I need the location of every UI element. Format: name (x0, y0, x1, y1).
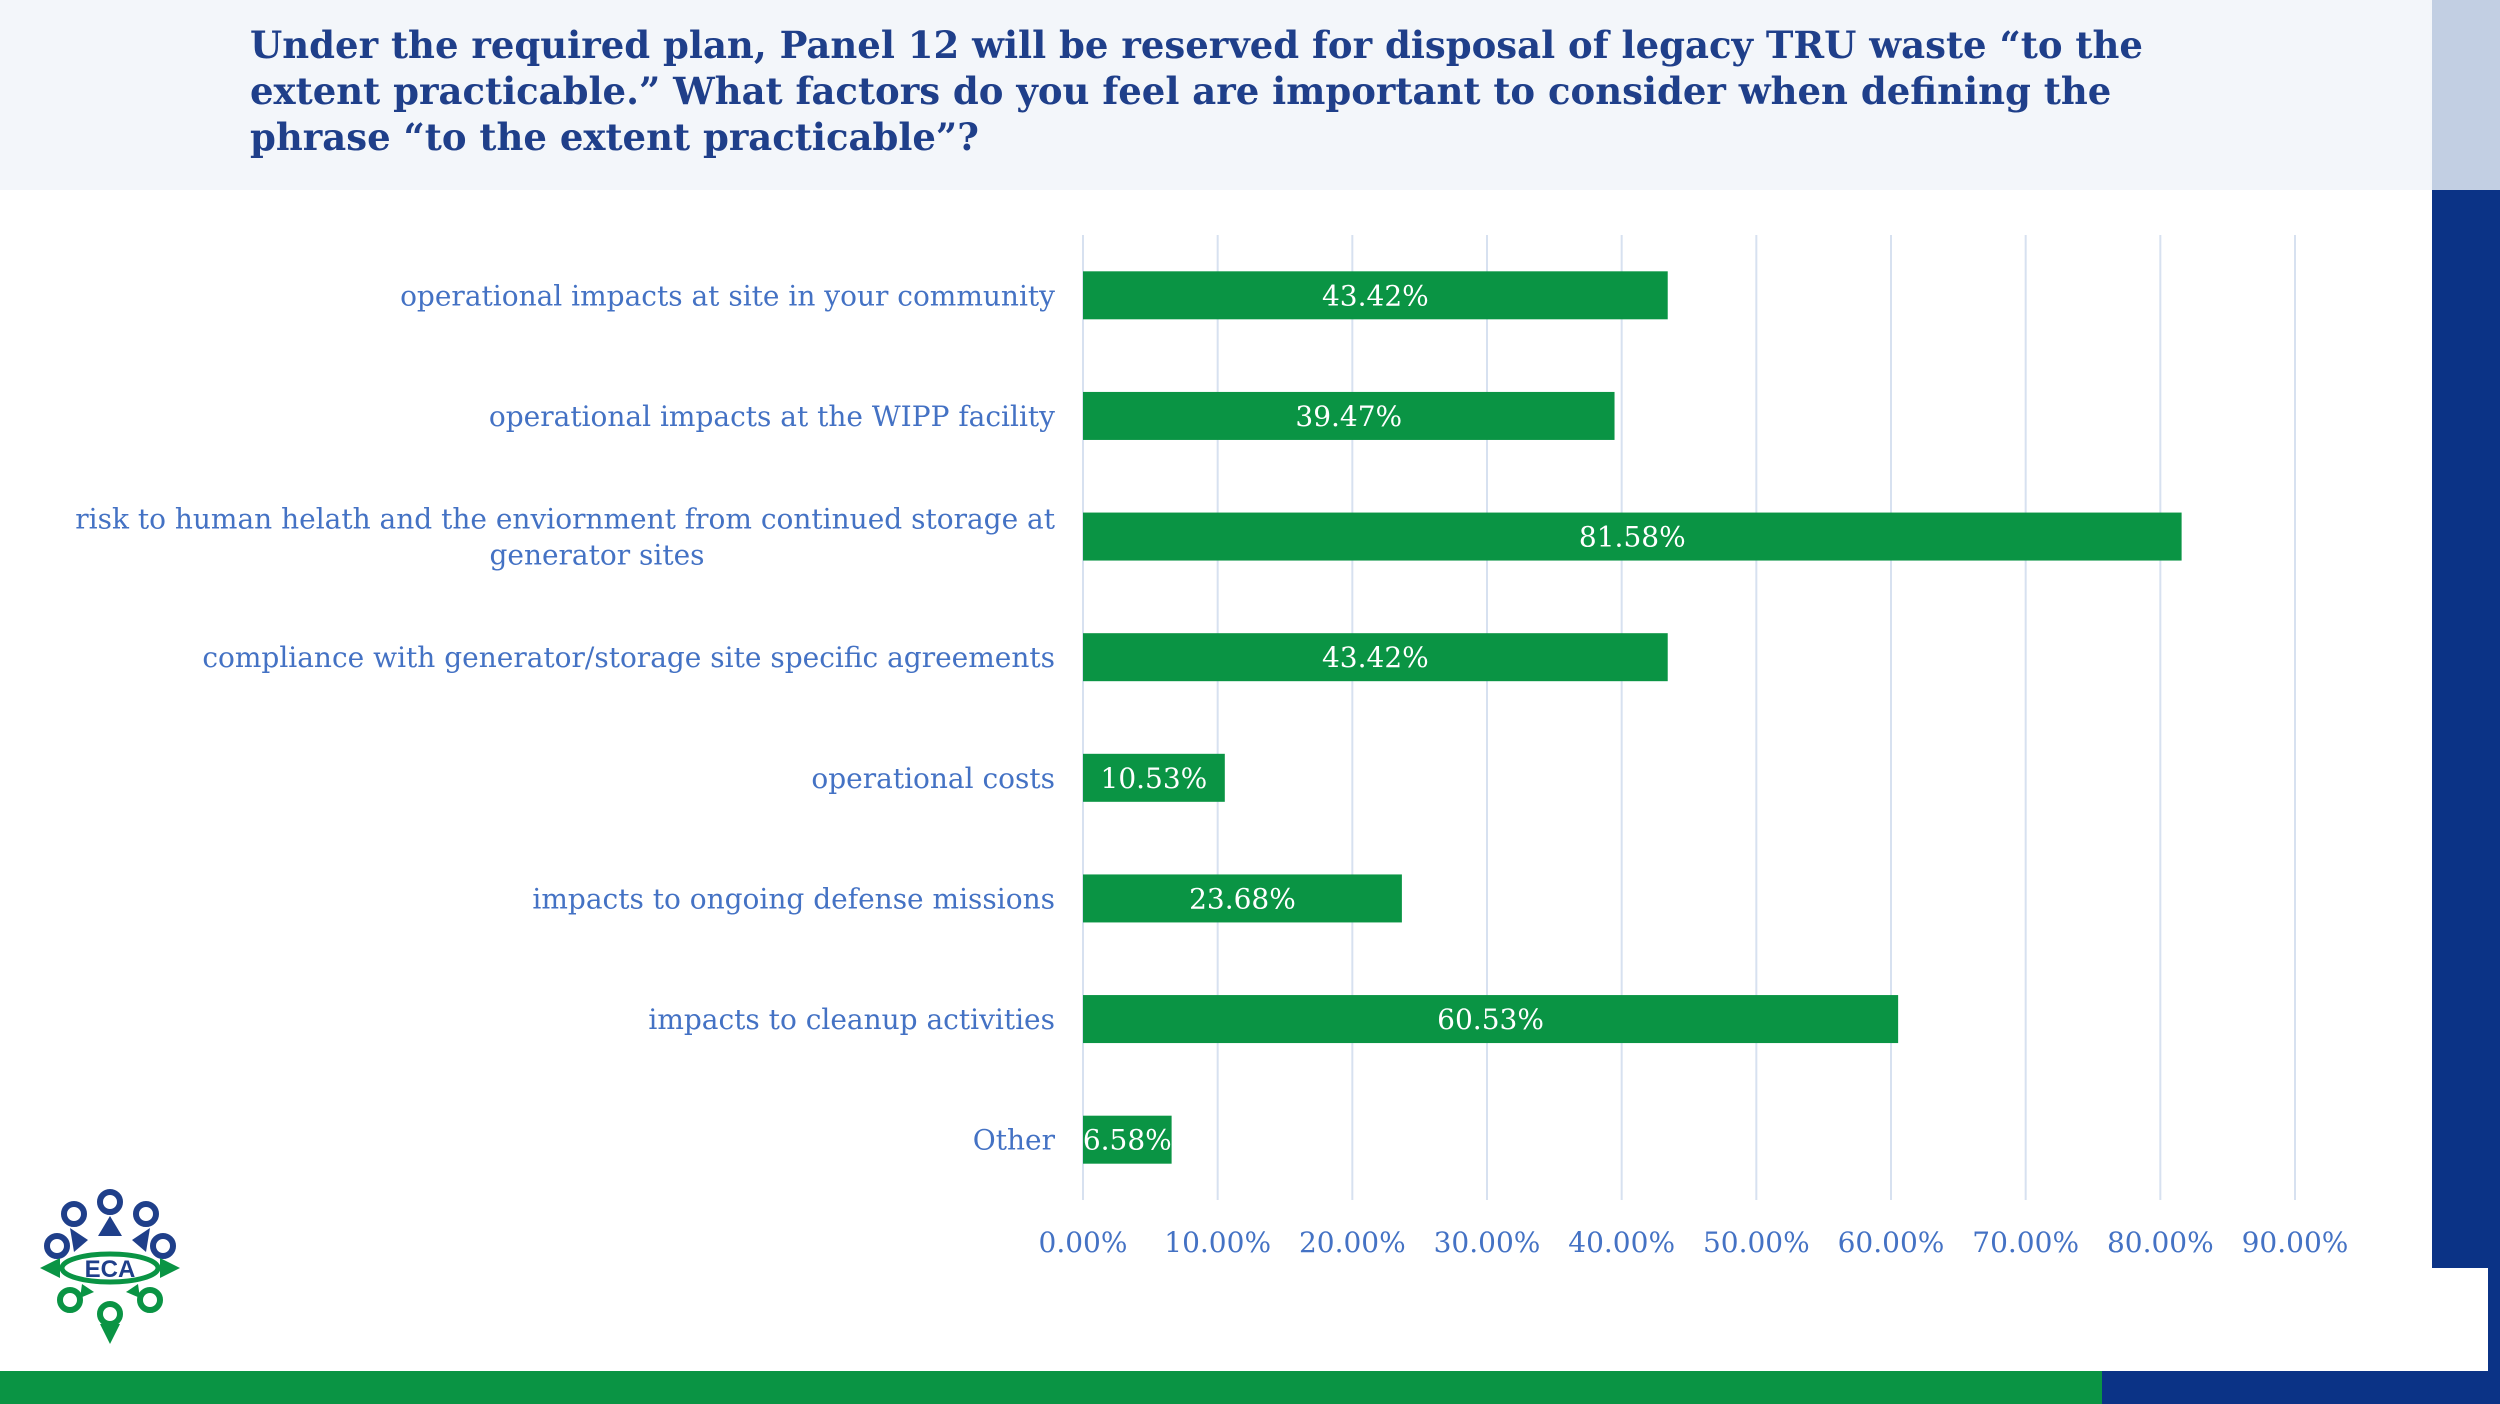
eca-logo: ECA (40, 1189, 180, 1344)
bar (1083, 271, 1668, 320)
category-label-line: generator sites (489, 539, 704, 572)
category-label: operational impacts at site in your comm… (400, 279, 1055, 312)
x-tick-label: 40.00% (1568, 1226, 1675, 1259)
bar-value-label: 39.47% (1295, 400, 1402, 433)
x-tick-label: 20.00% (1299, 1226, 1406, 1259)
category-label-line: risk to human helath and the enviornment… (75, 503, 1055, 536)
slide-title: Under the required plan, Panel 12 will b… (250, 23, 2143, 159)
x-tick-labels: 0.00% 10.00% 20.00% 30.00% 40.00% 50.00% 60.00… (1039, 1226, 2349, 1259)
logo-mark-icon (40, 1189, 180, 1344)
bottom-bar-green (0, 1371, 2102, 1404)
bar-value-label: 60.53% (1437, 1003, 1544, 1036)
bar (1083, 391, 1615, 440)
x-tick-label: 50.00% (1703, 1226, 1810, 1259)
bar-value-label: 10.53% (1101, 762, 1208, 795)
right-accent-gap (2432, 1268, 2488, 1378)
bar-value-label: 6.58% (1083, 1124, 1172, 1157)
category-label: impacts to ongoing defense missions (532, 882, 1055, 915)
bar (1083, 874, 1402, 923)
gridlines (1082, 235, 2296, 1200)
logo-text: ECA (85, 1256, 136, 1283)
bar (1083, 1115, 1172, 1164)
category-label-line: impacts to cleanup activities (648, 1003, 1055, 1036)
bar (1083, 512, 2182, 561)
category-label: Other (973, 1124, 1056, 1157)
category-label: risk to human helath and the enviornment… (75, 503, 1055, 572)
x-tick-label: 10.00% (1164, 1226, 1271, 1259)
bar-value-label: 43.42% (1322, 279, 1429, 312)
category-labels: operational impacts at site in your comm… (75, 279, 1055, 1156)
header-band (0, 0, 2432, 190)
right-accent-dark (2432, 190, 2500, 1404)
category-label: operational impacts at the WIPP facility (489, 400, 1055, 433)
category-label-line: operational impacts at site in your comm… (400, 279, 1055, 312)
bars: 43.42% 39.47% 81.58% 43.42% 10.53% 23.68% 60.5… (1083, 271, 2182, 1164)
category-label-line: impacts to ongoing defense missions (532, 882, 1055, 915)
bar-value-label: 81.58% (1579, 521, 1686, 554)
bar-value-label: 43.42% (1322, 641, 1429, 674)
x-tick-label: 30.00% (1434, 1226, 1541, 1259)
bar-value-label: 23.68% (1189, 882, 1296, 915)
x-tick-label: 70.00% (1972, 1226, 2079, 1259)
x-tick-label: 0.00% (1039, 1226, 1128, 1259)
category-label: compliance with generator/storage site s… (202, 641, 1055, 674)
category-label-line: operational impacts at the WIPP facility (489, 400, 1055, 433)
right-accent-light (2432, 0, 2500, 190)
category-label-line: Other (973, 1124, 1056, 1157)
bar (1083, 753, 1225, 802)
x-tick-label: 90.00% (2242, 1226, 2349, 1259)
category-label-line: operational costs (811, 762, 1055, 795)
category-label: operational costs (811, 762, 1055, 795)
category-label-line: compliance with generator/storage site s… (202, 641, 1055, 674)
bar (1083, 995, 1899, 1044)
x-tick-label: 60.00% (1838, 1226, 1945, 1259)
x-tick-label: 80.00% (2107, 1226, 2214, 1259)
bar-chart: 43.42% 39.47% 81.58% 43.42% 10.53% 23.68% 60.5… (75, 235, 2349, 1259)
category-label: impacts to cleanup activities (648, 1003, 1055, 1036)
bottom-bar-blue (2102, 1371, 2500, 1404)
bar (1083, 633, 1668, 682)
